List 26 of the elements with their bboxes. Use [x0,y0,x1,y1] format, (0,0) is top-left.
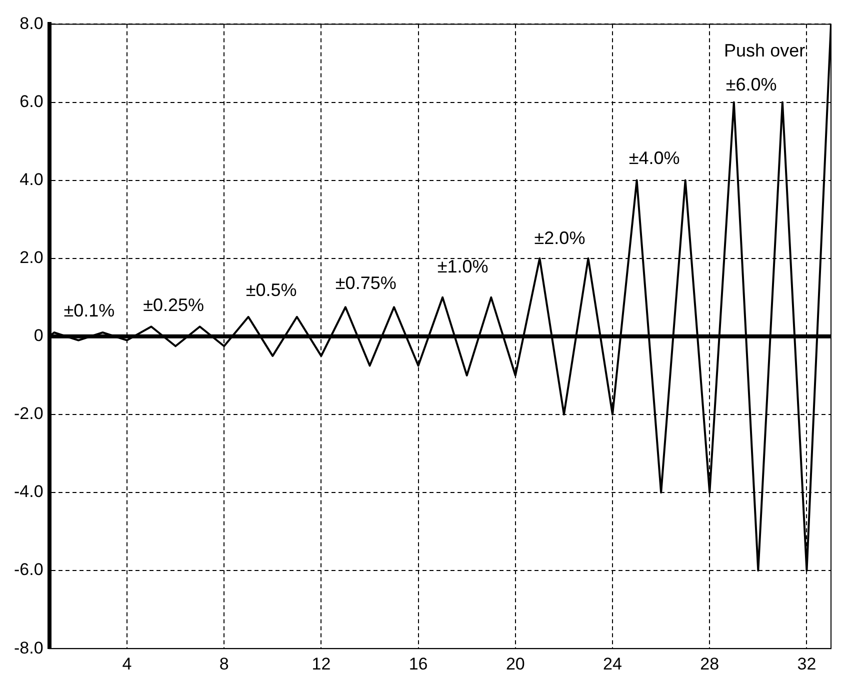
y-tick-label: 8.0 [20,14,44,33]
x-tick-label: 24 [603,654,622,674]
y-tick-label: -2.0 [14,404,44,424]
x-tick-label: 4 [122,654,132,674]
y-tick-label: -4.0 [14,482,44,502]
y-tick-label: -6.0 [14,560,44,580]
x-tick-label: 8 [219,654,229,674]
annotation: ±1.0% [437,256,488,277]
y-tick-label: 0 [34,326,44,346]
x-tick-label: 20 [506,654,525,674]
y-tick-label: 6.0 [20,92,44,111]
annotation: ±0.75% [335,272,396,293]
annotation: ±0.1% [64,300,115,320]
annotation: ±2.0% [534,228,586,248]
y-tick-label: 2.0 [20,248,44,268]
x-tick-label: 16 [408,654,428,674]
annotation: ±6.0% [726,74,777,94]
x-tick-label: 32 [797,654,816,674]
x-tick-label: 28 [700,654,720,674]
y-tick-label: -8.0 [14,638,44,658]
annotation: ±4.0% [628,148,680,168]
annotation: ±0.5% [246,280,297,300]
annotation: ±0.25% [143,294,204,315]
x-tick-label: 12 [312,654,331,674]
y-tick-label: 4.0 [20,170,44,189]
annotation: Push over [724,40,806,61]
